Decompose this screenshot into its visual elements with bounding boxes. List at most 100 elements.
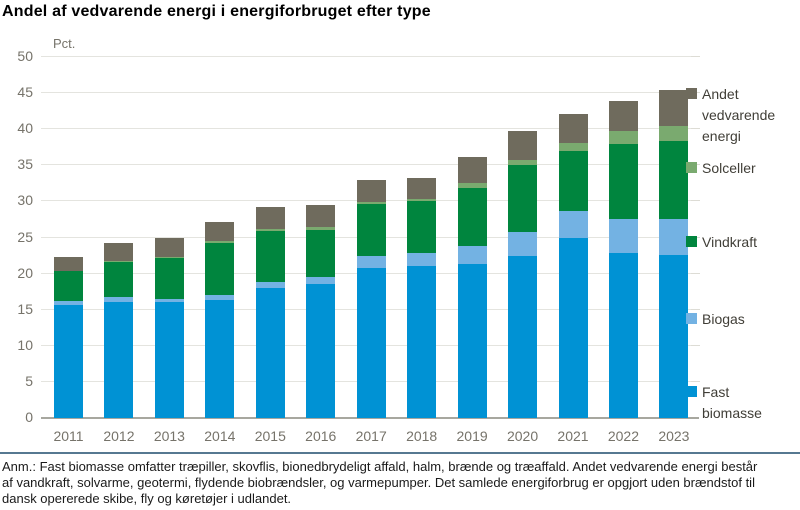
vindkraft-legend-swatch [686,236,697,247]
gridline [41,92,699,94]
y-axis-tick-label: 10 [17,336,33,353]
right-axis-tick [691,272,700,274]
bar-segment-andet-vedvarende-energi-2018 [407,177,437,200]
bar-segment-biogas-2015 [255,282,285,289]
y-axis-tick-label: 20 [17,264,33,281]
bar-segment-vindkraft-2023 [659,141,689,219]
gridline [41,164,699,166]
x-axis-tick-label: 2020 [506,428,539,444]
bar-segment-biogas-2022 [608,219,638,253]
bar-segment-fast-biomasse-2015 [255,288,285,418]
y-axis-tick-label: 15 [17,300,33,317]
bar-segment-andet-vedvarende-energi-2023 [659,89,689,127]
x-axis-tick-label: 2016 [305,428,337,444]
bar-segment-andet-vedvarende-energi-2021 [558,114,588,143]
bar-segment-biogas-2021 [558,210,588,239]
x-axis-tick-label: 2021 [557,428,589,444]
legend-label: Fast biomasse [702,384,762,421]
bar-segment-solceller-2019 [457,182,487,188]
chart-title: Andel af vedvarende energi i energiforbr… [2,3,431,20]
bar-segment-andet-vedvarende-energi-2022 [608,101,638,131]
bar-segment-biogas-2017 [356,256,386,268]
gridline [41,56,699,57]
bar-segment-fast-biomasse-2014 [205,299,235,418]
bar-segment-solceller-2023 [659,126,689,142]
bar-segment-vindkraft-2019 [457,187,487,247]
bar-segment-fast-biomasse-2016 [306,283,336,418]
x-axis-tick-label: 2017 [355,428,387,444]
y-axis-tick-label: 30 [17,192,33,209]
legend-item-andet-vedvarende-energi: Andet vedvarende energi [686,84,788,147]
bar-segment-solceller-2018 [407,199,437,202]
bar-segment-biogas-2011 [54,301,83,306]
bar-segment-fast-biomasse-2018 [407,266,437,418]
bar-segment-biogas-2014 [205,295,235,300]
bar-segment-fast-biomasse-2011 [54,305,83,418]
bar-segment-solceller-2014 [205,241,235,244]
y-axis-tick-label: 25 [17,228,33,245]
bar-segment-andet-vedvarende-energi-2013 [154,238,184,257]
footnote-line: dansk opererede skibe, fly og køretøjer … [2,491,292,506]
bar-segment-fast-biomasse-2022 [608,252,638,418]
footnote-line: af vandkraft, solvarme, geotermi, flyden… [2,475,755,490]
x-axis-tick-label: 2013 [153,428,185,444]
right-axis-tick [691,308,700,310]
bar-segment-biogas-2016 [306,276,336,284]
y-axis-tick-label: 5 [25,372,33,389]
x-axis-tick-label: 2014 [204,428,236,444]
right-axis-tick [691,128,700,130]
x-axis-tick-label: 2015 [254,428,286,444]
bar-segment-vindkraft-2017 [356,204,386,257]
y-axis-tick-label: 0 [25,409,33,425]
bar-segment-andet-vedvarende-energi-2017 [356,180,386,203]
bar-segment-vindkraft-2022 [608,143,638,220]
legend-item-fast-biomasse: Fast biomasse [686,382,788,424]
bar-segment-solceller-2020 [508,159,538,166]
bar-segment-fast-biomasse-2023 [659,254,689,418]
y-axis-unit-label: Pct. [53,36,76,51]
x-axis-tick-label: 2019 [456,428,488,444]
footnote-line: Anm.: Fast biomasse omfatter træpiller, … [2,459,758,474]
bar-segment-fast-biomasse-2012 [104,301,134,418]
andet-vedvarende-energi-legend-swatch [686,88,697,99]
x-axis-line [41,417,699,419]
x-axis-tick-label: 2011 [53,428,84,444]
bar-segment-solceller-2016 [306,227,336,230]
x-axis-tick-label: 2012 [103,428,135,444]
bar-segment-andet-vedvarende-energi-2016 [306,205,336,228]
bar-segment-biogas-2019 [457,246,487,264]
right-axis-tick [691,344,700,346]
bar-segment-biogas-2023 [659,218,689,255]
legend-label: Andet vedvarende energi [702,86,776,144]
legend-label: Vindkraft [702,234,757,250]
bar-segment-andet-vedvarende-energi-2019 [457,157,487,183]
bar-segment-fast-biomasse-2021 [558,238,588,418]
legend-label: Biogas [702,311,745,327]
bar-segment-vindkraft-2015 [255,231,285,283]
bar-segment-biogas-2012 [104,297,134,302]
bar-segment-vindkraft-2021 [558,150,588,211]
bar-segment-fast-biomasse-2013 [154,302,184,418]
bar-segment-solceller-2012 [104,260,134,262]
right-axis-tick [691,380,700,382]
bar-segment-solceller-2022 [608,130,638,144]
y-axis-tick-label: 40 [17,120,33,137]
plot-area [41,56,700,419]
bar-segment-solceller-2017 [356,202,386,205]
bar-segment-vindkraft-2011 [54,270,83,302]
bar-segment-vindkraft-2012 [104,261,134,298]
bar-segment-vindkraft-2020 [508,165,538,232]
bar-segment-biogas-2020 [508,231,538,256]
fast-biomasse-legend-swatch [686,386,697,397]
bar-segment-andet-vedvarende-energi-2015 [255,207,285,229]
gridline [41,128,699,130]
bar-segment-andet-vedvarende-energi-2012 [104,242,134,261]
bar-segment-fast-biomasse-2020 [508,255,538,418]
y-axis-tick-label: 45 [17,84,33,101]
bar-segment-vindkraft-2013 [154,258,184,299]
x-axis-tick-label: 2022 [607,428,640,444]
bar-segment-biogas-2013 [154,298,184,303]
bar-segment-andet-vedvarende-energi-2014 [205,221,235,242]
legend-item-biogas: Biogas [686,309,788,330]
